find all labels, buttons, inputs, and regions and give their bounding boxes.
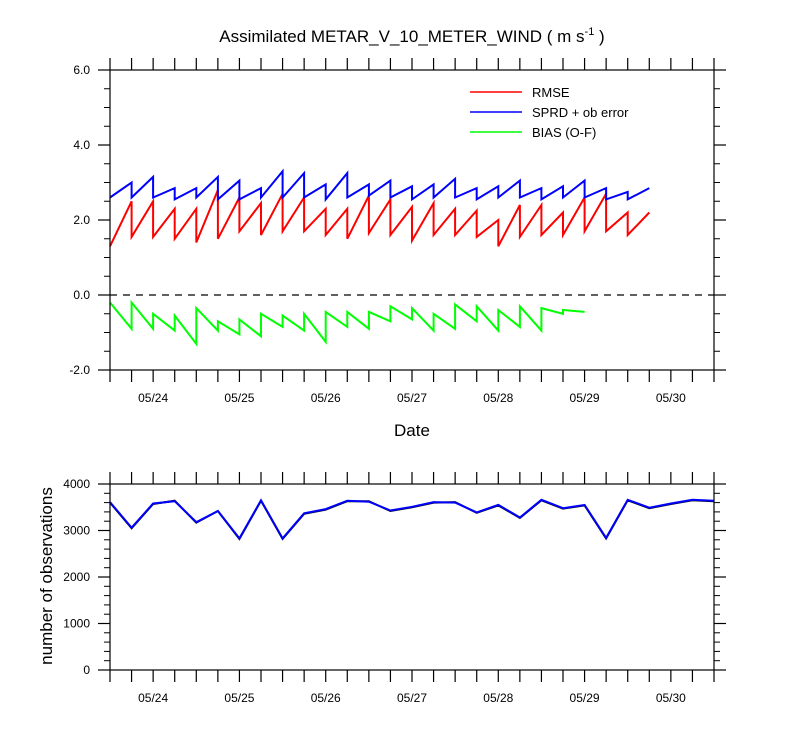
x-tick-label: 05/29 — [570, 691, 600, 705]
top-y-tick-labels: -2.0 0.0 2.0 4.0 6.0 — [69, 63, 90, 377]
x-tick-label: 05/28 — [483, 391, 513, 405]
top-chart: Assimilated METAR_V_10_METER_WIND ( m s-… — [69, 26, 726, 440]
legend-label: BIAS (O-F) — [532, 125, 596, 140]
series-line-bias-o-f — [109, 299, 585, 347]
legend: RMSE SPRD + ob error BIAS (O-F) — [470, 85, 629, 140]
series-line-series-1 — [109, 498, 715, 541]
x-tick-label: 05/30 — [656, 391, 686, 405]
y-tick-label: 0 — [83, 663, 90, 677]
series-line-sprd-ob-error — [109, 168, 650, 203]
top-series-lines — [109, 168, 651, 347]
bottom-x-tick-labels: 05/24 05/25 05/26 05/27 05/28 05/29 05/30 — [138, 691, 686, 705]
x-tick-label: 05/26 — [311, 691, 341, 705]
y-tick-label: 2000 — [63, 570, 90, 584]
x-tick-label: 05/25 — [224, 691, 254, 705]
y-tick-label: 4000 — [63, 477, 90, 491]
y-tick-label: 1000 — [63, 617, 90, 631]
top-axes-ticks — [98, 58, 726, 382]
x-tick-label: 05/27 — [397, 391, 427, 405]
y-tick-label: 0.0 — [73, 288, 90, 302]
bottom-axes-ticks — [98, 472, 726, 682]
x-tick-label: 05/30 — [656, 691, 686, 705]
series-line-rmse — [109, 189, 651, 247]
bottom-series-lines — [109, 498, 715, 541]
bottom-plot-frame — [109, 483, 715, 671]
x-tick-label: 05/27 — [397, 691, 427, 705]
y-tick-label: -2.0 — [69, 363, 90, 377]
x-tick-label: 05/24 — [138, 391, 168, 405]
x-tick-label: 05/29 — [570, 391, 600, 405]
x-axis-title: Date — [394, 421, 430, 440]
x-tick-label: 05/25 — [224, 391, 254, 405]
chart-title: Assimilated METAR_V_10_METER_WIND ( m s-… — [219, 26, 604, 46]
legend-label: SPRD + ob error — [532, 105, 629, 120]
x-tick-label: 05/26 — [311, 391, 341, 405]
y-tick-label: 3000 — [63, 524, 90, 538]
y-tick-label: 6.0 — [73, 63, 90, 77]
y-tick-label: 2.0 — [73, 213, 90, 227]
y-axis-title: number of observations — [37, 487, 56, 665]
x-tick-label: 05/28 — [483, 691, 513, 705]
legend-label: RMSE — [532, 85, 570, 100]
top-plot-frame — [109, 69, 715, 371]
top-x-tick-labels: 05/24 05/25 05/26 05/27 05/28 05/29 05/30 — [138, 391, 686, 405]
bottom-y-tick-labels: 0 1000 2000 3000 4000 — [63, 477, 90, 677]
y-tick-label: 4.0 — [73, 138, 90, 152]
x-tick-label: 05/24 — [138, 691, 168, 705]
